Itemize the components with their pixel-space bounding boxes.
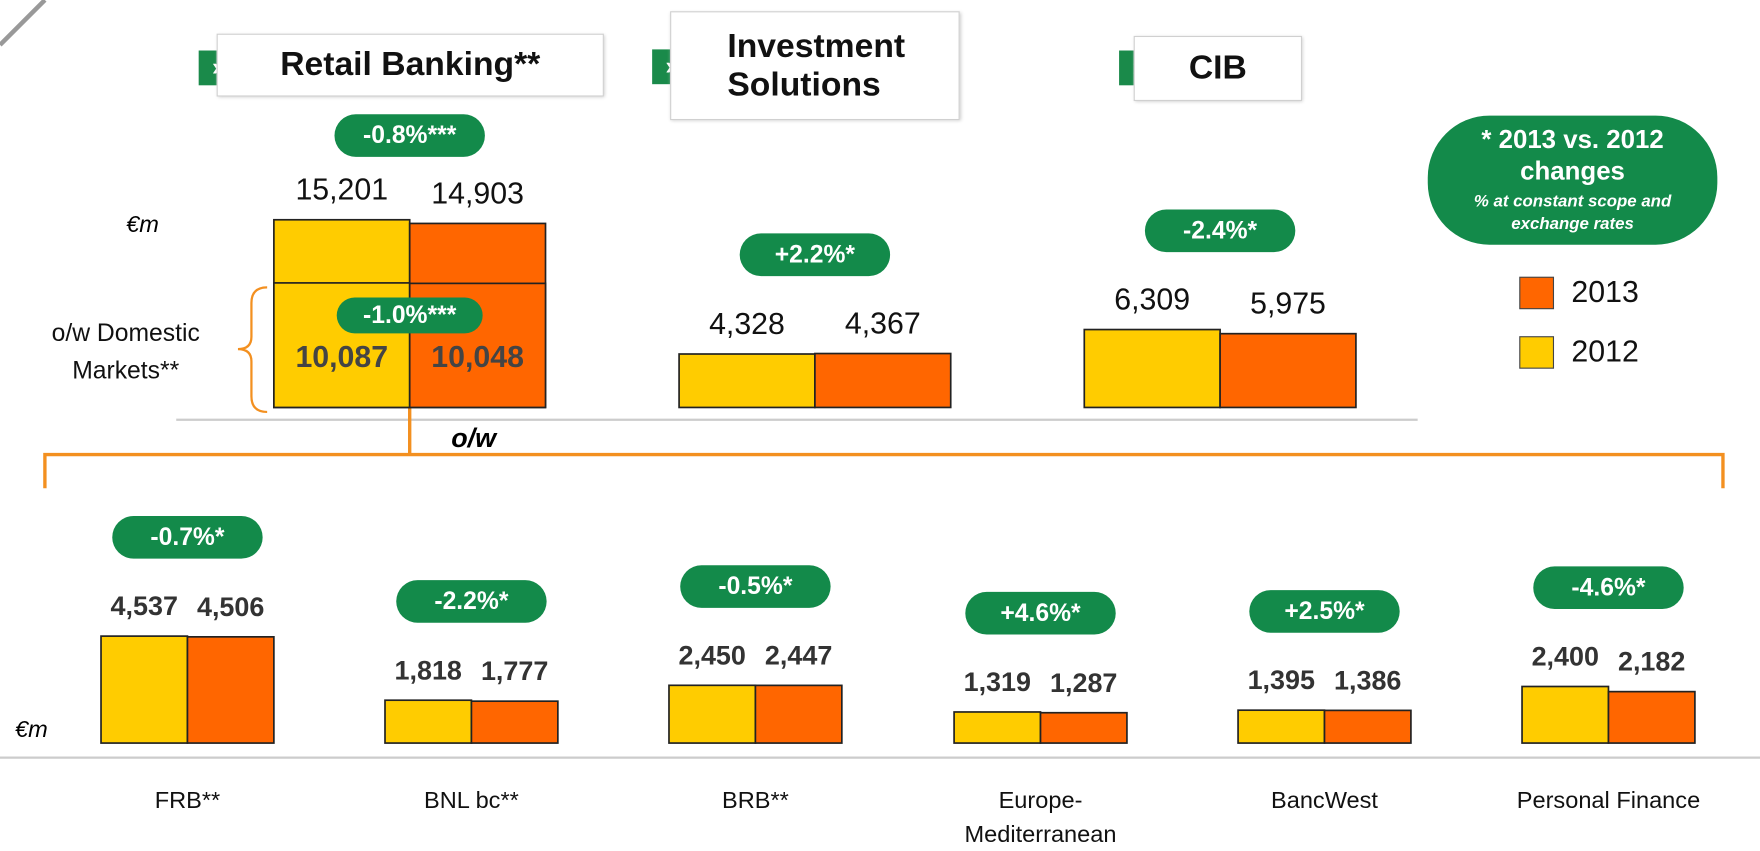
bar <box>1083 328 1221 409</box>
change-badge <box>965 591 1116 635</box>
change-label: -2.2%* <box>434 588 508 615</box>
change-badge <box>1533 566 1684 610</box>
change-label: -4.6%* <box>1571 574 1645 601</box>
corner-decoration <box>0 0 47 47</box>
bar <box>1219 332 1357 409</box>
legend-label: 2012 <box>1571 336 1638 369</box>
legend-swatch <box>1519 276 1555 310</box>
legend-label: 2013 <box>1571 276 1638 309</box>
category-label: Personal Finance <box>1516 787 1701 814</box>
value-label: 6,309 <box>1114 283 1190 316</box>
change-badge <box>112 516 263 559</box>
value-label: 14,903 <box>431 177 524 210</box>
subset-bracket <box>43 407 1725 489</box>
category-label: Europe-Mediterranean <box>964 787 1117 848</box>
change-badge <box>334 114 485 157</box>
change-label: -1.0%*** <box>363 302 457 329</box>
subset-value-label: 10,087 <box>295 341 388 374</box>
value-label: 5,975 <box>1250 288 1326 321</box>
unit-label: €m <box>15 716 48 742</box>
value-label: 2,182 <box>1618 647 1685 677</box>
value-label: 1,386 <box>1334 665 1401 695</box>
value-label: 4,506 <box>197 592 264 622</box>
note-title: * 2013 vs. 2012 changes <box>1481 124 1664 186</box>
subset-category: o/w Domestic Markets** <box>51 318 200 384</box>
bar <box>1237 709 1326 744</box>
bar <box>668 684 757 744</box>
change-label: -0.8%*** <box>363 122 457 149</box>
change-label: -2.4%* <box>1183 217 1257 244</box>
category-label: BNL bc** <box>424 787 519 814</box>
value-label: 4,328 <box>709 308 785 341</box>
change-label: +2.5%* <box>1284 598 1365 625</box>
category-label: BRB** <box>721 787 789 814</box>
change-badge <box>739 233 891 277</box>
change-label: -0.5%* <box>718 573 792 600</box>
category-label: FRB** <box>154 787 221 814</box>
bar <box>100 635 189 744</box>
bar <box>678 353 816 409</box>
subset-label: o/w <box>451 423 498 453</box>
bar <box>186 636 275 744</box>
change-label: +2.2%* <box>775 241 856 268</box>
value-label: 1,319 <box>964 667 1031 697</box>
bar <box>953 711 1042 744</box>
bar <box>470 700 559 744</box>
category-header: CIB <box>1133 35 1303 102</box>
value-label: 1,818 <box>395 655 462 685</box>
category-header: Retail Banking** <box>216 33 604 97</box>
subset-value-label: 10,048 <box>431 341 524 374</box>
note-box <box>1427 115 1718 245</box>
change-badge <box>1144 209 1296 253</box>
change-label: -0.7%* <box>150 524 224 551</box>
bar <box>1039 711 1128 744</box>
change-badge <box>680 565 831 608</box>
value-label: 15,201 <box>295 174 388 207</box>
value-label: 1,287 <box>1050 668 1117 698</box>
bar <box>1323 709 1412 744</box>
bar <box>1607 690 1696 744</box>
value-label: 2,447 <box>765 640 832 670</box>
value-label: 4,367 <box>845 307 921 340</box>
value-label: 4,537 <box>111 591 178 621</box>
value-label: 2,450 <box>679 640 746 670</box>
value-label: 1,777 <box>481 656 548 686</box>
value-label: 1,395 <box>1248 665 1315 695</box>
bar <box>814 352 952 409</box>
change-label: +4.6%* <box>1000 600 1081 627</box>
change-badge <box>396 580 547 623</box>
change-badge <box>1249 590 1400 633</box>
brace <box>237 286 268 414</box>
bar <box>384 699 473 744</box>
bar <box>1521 685 1610 744</box>
unit-label: €m <box>126 211 159 237</box>
bar <box>754 684 843 744</box>
category-header: Investment Solutions <box>670 11 960 121</box>
value-label: 2,400 <box>1532 642 1599 672</box>
category-label: BancWest <box>1270 787 1378 814</box>
note-subtitle: % at constant scope and exchange rates <box>1473 191 1672 234</box>
change-badge <box>336 297 483 334</box>
legend-swatch <box>1519 336 1555 369</box>
